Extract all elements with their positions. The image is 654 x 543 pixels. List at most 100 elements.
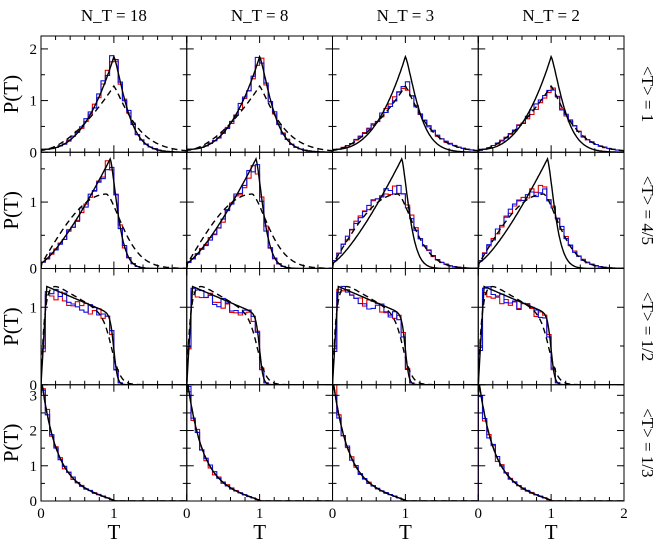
x-tick-label: 1 [547, 506, 555, 522]
black-solid-curve-r3-c2 [332, 384, 479, 501]
panel-frame [332, 384, 479, 502]
black-dashed-curve-r0-c1 [186, 84, 333, 153]
panel-grid [40, 35, 625, 502]
y-tick-label: 2 [30, 42, 38, 58]
blue-histogram-r3-c3 [478, 396, 624, 501]
black-solid-curve-r1-c0 [41, 157, 187, 269]
black-dashed-curve-r3-c2 [332, 384, 479, 501]
y-tick-label: 0 [30, 378, 38, 394]
panel-r0-c1 [186, 35, 333, 153]
panel-frame [477, 151, 625, 269]
blue-histogram-r2-c0 [41, 288, 187, 385]
x-tick-label: 1 [256, 506, 264, 522]
y-axis-label: P(T) [0, 191, 23, 230]
panel-r3-c2 [332, 384, 479, 502]
y-tick-label: 1 [30, 459, 38, 475]
red-histogram-r3-c2 [332, 384, 479, 501]
blue-histogram-r3-c0 [41, 389, 187, 501]
red-histogram-r3-c0 [41, 388, 187, 501]
column-title: N_T = 3 [377, 6, 434, 25]
blue-histogram-r2-c1 [186, 287, 333, 385]
y-tick-label: 1 [30, 94, 38, 110]
panel-r3-c0 [40, 384, 188, 502]
black-dashed-curve-r1-c0 [41, 193, 187, 269]
y-axis-label: P(T) [0, 75, 23, 114]
panel-r1-c2 [332, 151, 479, 269]
panel-frame [186, 384, 333, 502]
red-histogram-r3-c1 [186, 391, 333, 501]
black-solid-curve-r1-c3 [478, 156, 624, 269]
panel-r1-c0 [40, 151, 188, 269]
x-tick-label: 1 [110, 506, 118, 522]
panel-frame [332, 151, 479, 269]
panel-frame [477, 35, 625, 153]
y-tick-label: 2 [30, 424, 38, 440]
y-tick-label: 1 [30, 300, 38, 316]
x-tick-label: 0 [329, 506, 337, 522]
panel-r2-c1 [186, 268, 333, 386]
black-dashed-curve-r0-c0 [41, 84, 187, 153]
panel-frame [186, 35, 333, 153]
blue-histogram-r3-c1 [186, 385, 333, 501]
black-solid-curve-r0-c2 [332, 54, 479, 153]
panel-r3-c3 [477, 384, 625, 502]
y-tick-label: 0 [30, 145, 38, 161]
x-tick-label: 2 [620, 506, 628, 522]
black-dashed-curve-r3-c1 [186, 384, 333, 501]
panel-frame [477, 384, 625, 502]
x-tick-label: 0 [183, 506, 191, 522]
blue-histogram-r0-c3 [478, 89, 624, 153]
row-title: <T> = 1/3 [638, 408, 654, 477]
x-axis-label: T [399, 520, 412, 543]
blue-histogram-r1-c2 [332, 184, 479, 269]
black-dashed-curve-r0-c3 [478, 84, 624, 153]
blue-histogram-r0-c1 [186, 56, 333, 153]
panel-r3-c1 [186, 384, 333, 502]
row-title: <T> = 1 [638, 66, 654, 122]
y-axis-label: P(T) [0, 307, 23, 346]
x-tick-label: 0 [475, 506, 483, 522]
y-tick-label: 3 [30, 388, 38, 404]
panel-r0-c2 [332, 35, 479, 153]
panel-r2-c3 [477, 268, 625, 386]
black-dashed-curve-r3-c3 [478, 384, 624, 501]
column-title: N_T = 18 [81, 6, 147, 25]
panel-r0-c3 [477, 35, 625, 153]
blue-histogram-r3-c2 [332, 394, 479, 501]
y-tick-label: 1 [30, 195, 38, 211]
panel-frame [332, 35, 479, 153]
row-title: <T> = 1/2 [638, 292, 654, 361]
x-tick-label: 1 [402, 506, 410, 522]
y-axis-label: P(T) [0, 424, 23, 463]
blue-histogram-r1-c3 [478, 188, 624, 269]
figure-labels: 0 1 2 P(T) <T> = 1 0 1 P(T) <T> = 4/5 0 1 P(T) <T> =… [0, 6, 654, 543]
panel-r1-c3 [477, 151, 625, 269]
red-histogram-r0-c0 [41, 60, 187, 153]
panel-frame [40, 384, 188, 502]
black-solid-curve-r3-c1 [186, 384, 333, 501]
black-solid-curve-r0-c1 [186, 54, 333, 153]
row-title: <T> = 4/5 [638, 176, 654, 245]
blue-histogram-r0-c0 [41, 55, 187, 153]
panel-r2-c2 [332, 268, 479, 386]
black-solid-curve-r1-c1 [186, 156, 333, 269]
x-axis-label: T [253, 520, 266, 543]
x-axis-label: T [107, 520, 120, 543]
y-tick-label: 0 [30, 262, 38, 278]
black-dashed-curve-r3-c0 [41, 384, 187, 501]
black-solid-curve-r0-c0 [41, 54, 187, 153]
panel-r0-c0 [40, 35, 188, 153]
column-title: N_T = 2 [522, 6, 579, 25]
red-histogram-r0-c1 [186, 57, 333, 153]
panel-frame [40, 35, 188, 153]
panel-r2-c0 [40, 268, 188, 386]
black-dashed-curve-r1-c1 [186, 193, 333, 269]
x-tick-label: 0 [37, 506, 45, 522]
black-solid-curve-r3-c0 [41, 384, 187, 501]
panel-r1-c1 [186, 151, 333, 269]
red-histogram-r3-c3 [478, 395, 624, 501]
x-axis-label: T [545, 520, 558, 543]
black-solid-curve-r1-c2 [332, 157, 479, 269]
black-solid-curve-r3-c3 [478, 384, 624, 501]
